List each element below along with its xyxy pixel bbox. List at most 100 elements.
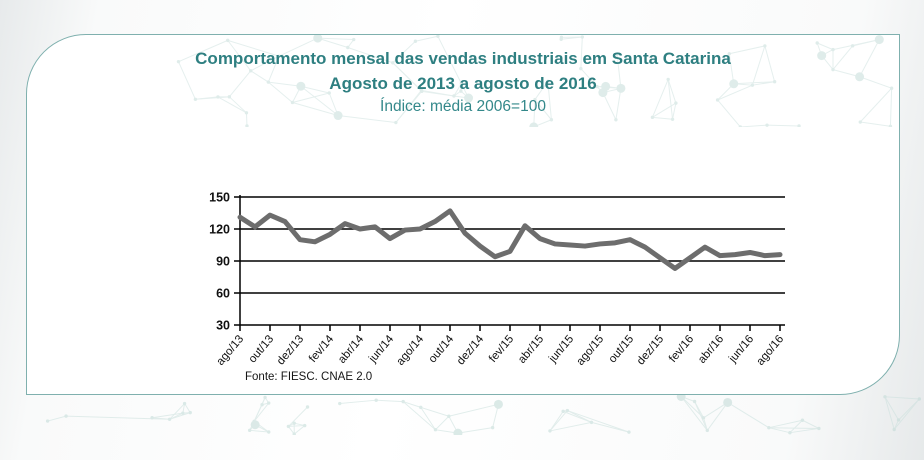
x-axis-label: ago/16	[754, 333, 786, 368]
mesh-line	[261, 397, 266, 405]
y-axis-label: 60	[216, 287, 230, 301]
mesh-line	[376, 399, 404, 403]
mesh-line	[893, 398, 920, 430]
mesh-line	[591, 421, 630, 433]
mesh-line	[402, 401, 436, 431]
mesh-line	[420, 407, 436, 430]
mesh-node	[260, 403, 264, 407]
mesh-node	[548, 429, 552, 433]
y-axis-label: 90	[216, 255, 230, 269]
mesh-node	[627, 430, 631, 434]
mesh-node	[305, 405, 310, 409]
mesh-node	[493, 399, 503, 409]
x-axis-label: dez/13	[275, 333, 306, 367]
mesh-line	[288, 406, 308, 427]
x-axis-label: abr/16	[696, 333, 726, 366]
x-axis-label: fev/14	[307, 333, 337, 365]
mesh-line	[680, 396, 708, 431]
mesh-line	[415, 35, 439, 42]
mesh-node	[705, 428, 709, 433]
mesh-node	[286, 424, 291, 429]
mesh-node	[226, 38, 230, 43]
mesh-line	[184, 403, 191, 413]
mesh-node	[303, 423, 307, 428]
mesh-node	[788, 430, 792, 435]
mesh-line	[561, 36, 583, 40]
mesh-node	[815, 41, 819, 45]
mesh-line	[253, 402, 270, 422]
x-axis-label: dez/15	[635, 333, 666, 367]
x-axis-label: ago/15	[574, 333, 606, 368]
mesh-line	[533, 119, 552, 127]
mesh-node	[436, 35, 440, 38]
mesh-node	[738, 125, 743, 127]
x-axis-label: fev/15	[487, 333, 516, 365]
mesh-line	[706, 402, 729, 431]
x-axis-label: out/14	[427, 333, 457, 366]
source-note: Fonte: FIESC. CNAE 2.0	[245, 371, 373, 383]
mesh-node	[267, 401, 271, 405]
mesh-node	[892, 427, 896, 432]
mesh-line	[694, 401, 704, 419]
mesh-line	[789, 427, 819, 434]
mesh-line	[884, 396, 895, 430]
mesh-node	[252, 419, 256, 424]
mesh-line	[563, 410, 568, 412]
mesh-line	[448, 403, 499, 417]
mesh-node	[559, 37, 563, 41]
mesh-line	[294, 422, 305, 427]
mesh-node	[45, 419, 50, 423]
x-axis-label: fev/16	[667, 333, 696, 365]
content-card: Comportamento mensal das vendas industri…	[26, 34, 900, 395]
mesh-line	[253, 421, 256, 425]
chart-subtitle: Agosto de 2013 a agosto de 2016	[329, 73, 597, 93]
mesh-node	[292, 421, 296, 425]
mesh-node	[701, 416, 706, 420]
mesh-node	[167, 417, 172, 421]
mesh-node	[559, 35, 564, 40]
mesh-line	[549, 410, 568, 432]
mesh-node	[447, 414, 451, 418]
mesh-line	[767, 124, 800, 127]
mesh-line	[288, 425, 305, 427]
chart-index-note: Índice: média 2006=100	[380, 98, 546, 116]
mesh-line	[339, 399, 377, 405]
mesh-line	[152, 412, 183, 419]
mesh-node	[188, 410, 192, 415]
mesh-node	[490, 425, 495, 430]
mesh-line	[680, 396, 695, 402]
mesh-node	[529, 122, 539, 127]
mesh-node	[888, 124, 893, 127]
mesh-node	[64, 414, 68, 418]
mesh-node	[250, 420, 260, 430]
mesh-node	[267, 430, 271, 434]
x-axis-label: jun/14	[366, 333, 396, 366]
mesh-node	[765, 123, 769, 127]
mesh-line	[768, 427, 790, 434]
mesh-node	[565, 408, 570, 413]
mesh-node	[580, 35, 585, 39]
mesh-line	[249, 429, 269, 433]
mesh-line	[448, 416, 459, 434]
mesh-line	[169, 412, 191, 420]
mesh-line	[567, 410, 592, 423]
mesh-line	[492, 404, 499, 428]
mesh-line	[317, 37, 354, 41]
y-axis-label: 30	[216, 319, 230, 333]
mesh-line	[182, 403, 186, 414]
mesh-line	[169, 403, 185, 420]
mesh-node	[313, 35, 323, 43]
mesh-line	[768, 419, 803, 429]
mesh-line	[249, 424, 256, 431]
mesh-node	[874, 35, 884, 45]
mesh-line	[288, 422, 295, 427]
mesh-node	[767, 425, 771, 430]
mesh-line	[562, 410, 592, 423]
x-axis-label: out/13	[247, 333, 277, 365]
mesh-node	[419, 405, 423, 410]
x-axis-label: abr/15	[516, 333, 546, 366]
mesh-line	[169, 412, 184, 420]
mesh-line	[768, 427, 819, 429]
mesh-line	[253, 420, 270, 433]
